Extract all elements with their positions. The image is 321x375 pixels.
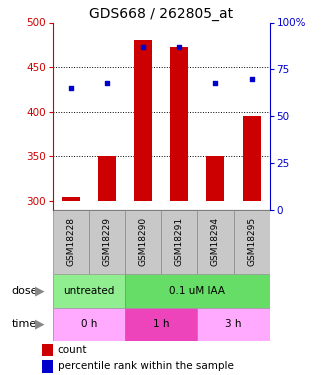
- Bar: [170, 46, 188, 201]
- FancyBboxPatch shape: [197, 210, 234, 274]
- FancyBboxPatch shape: [197, 308, 270, 341]
- Text: GSM18290: GSM18290: [139, 217, 148, 266]
- Point: [177, 44, 182, 50]
- Text: GSM18294: GSM18294: [211, 217, 220, 266]
- Text: GSM18295: GSM18295: [247, 217, 256, 266]
- Bar: [243, 116, 261, 201]
- Point: [141, 44, 146, 50]
- FancyBboxPatch shape: [89, 210, 125, 274]
- Text: ▶: ▶: [35, 284, 45, 297]
- Bar: [62, 196, 80, 201]
- Text: 0.1 uM IAA: 0.1 uM IAA: [169, 286, 225, 296]
- Text: 1 h: 1 h: [153, 320, 169, 329]
- Text: GSM18228: GSM18228: [66, 217, 75, 266]
- Text: untreated: untreated: [63, 286, 115, 296]
- Text: GSM18229: GSM18229: [103, 217, 112, 266]
- Point: [249, 76, 254, 82]
- Title: GDS668 / 262805_at: GDS668 / 262805_at: [89, 8, 233, 21]
- FancyBboxPatch shape: [53, 210, 89, 274]
- Text: GSM18291: GSM18291: [175, 217, 184, 266]
- Bar: [41, 360, 53, 373]
- Text: dose: dose: [11, 286, 38, 296]
- Text: percentile rank within the sample: percentile rank within the sample: [58, 361, 234, 371]
- FancyBboxPatch shape: [53, 308, 125, 341]
- Point: [213, 80, 218, 86]
- Text: ▶: ▶: [35, 318, 45, 331]
- Text: 3 h: 3 h: [225, 320, 242, 329]
- Text: 0 h: 0 h: [81, 320, 97, 329]
- Bar: [98, 156, 116, 201]
- Bar: [206, 156, 224, 201]
- Point: [105, 80, 110, 86]
- Point: [68, 85, 74, 91]
- Bar: [41, 344, 53, 356]
- FancyBboxPatch shape: [161, 210, 197, 274]
- Text: count: count: [58, 345, 87, 355]
- FancyBboxPatch shape: [53, 274, 125, 308]
- FancyBboxPatch shape: [125, 274, 270, 308]
- Text: time: time: [11, 320, 37, 329]
- Bar: [134, 40, 152, 201]
- FancyBboxPatch shape: [125, 210, 161, 274]
- FancyBboxPatch shape: [234, 210, 270, 274]
- FancyBboxPatch shape: [125, 308, 197, 341]
